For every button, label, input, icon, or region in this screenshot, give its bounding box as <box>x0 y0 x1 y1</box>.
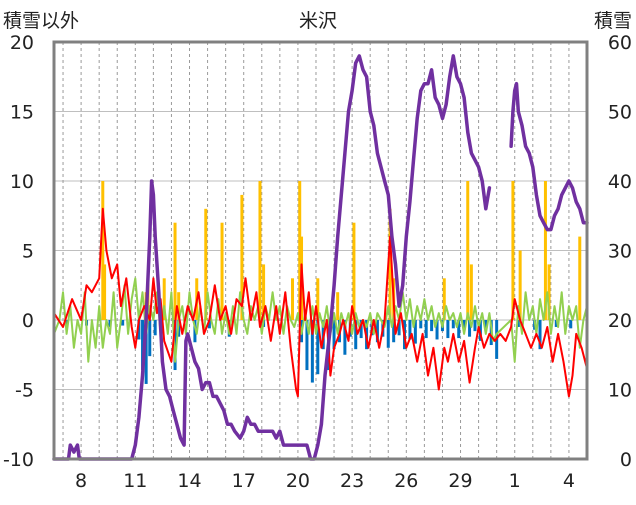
snow-series-line <box>52 54 492 461</box>
precip-bar <box>511 181 515 320</box>
change-bar <box>569 320 573 329</box>
change-bar <box>193 320 197 343</box>
x-tick-label: 8 <box>75 470 87 492</box>
plot-area-frame <box>52 40 589 461</box>
y-left-tick-label: 15 <box>10 102 34 124</box>
y-left-tick-label: -10 <box>3 449 34 471</box>
change-bar <box>354 320 358 350</box>
change-bar <box>359 320 363 339</box>
change-bar <box>462 320 466 330</box>
change-bar <box>332 320 336 350</box>
precip-bar <box>101 181 105 320</box>
change-bar <box>408 320 412 340</box>
change-bar <box>473 320 477 332</box>
x-tick-label: 29 <box>448 470 472 492</box>
change-bar <box>305 320 309 371</box>
change-bar <box>386 320 390 348</box>
x-tick-label: 14 <box>177 470 201 492</box>
change-bar <box>207 320 211 329</box>
line-series-layer <box>52 54 589 461</box>
precip-bar <box>298 181 302 320</box>
change-bar <box>310 320 314 383</box>
change-bar <box>446 320 450 339</box>
y-left-tick-label: 20 <box>10 32 34 54</box>
change-bar <box>430 320 434 332</box>
change-bar <box>121 320 125 326</box>
precip-bar <box>204 208 208 320</box>
precip-bar <box>173 222 177 320</box>
precip-bar <box>162 278 166 320</box>
y-axis-right-label: 積雪 <box>594 10 632 32</box>
x-tick-label: 11 <box>123 470 147 492</box>
y-left-tick-label: 0 <box>22 310 34 332</box>
precip-bar <box>442 278 446 320</box>
y-right-tick-label: 60 <box>608 32 632 54</box>
y-right-tick-label: 50 <box>608 102 632 124</box>
precip-bar <box>177 292 181 320</box>
change-bar <box>144 320 148 384</box>
precip-bar <box>240 194 244 320</box>
y-left-tick-label: 5 <box>22 241 34 263</box>
change-bar <box>392 320 396 343</box>
sun-series-line <box>53 277 588 363</box>
precip-bar <box>543 181 547 320</box>
change-bar <box>141 320 145 371</box>
change-bar <box>153 320 157 336</box>
change-bar <box>468 320 472 337</box>
change-bar <box>451 320 455 329</box>
x-tick-label: 1 <box>509 470 521 492</box>
y-right-tick-label: 20 <box>608 310 632 332</box>
precip-bar <box>262 264 266 320</box>
precip-bar <box>469 264 473 320</box>
precip-bar <box>466 181 470 320</box>
precip-bar <box>518 250 522 320</box>
y-right-tick-label: 10 <box>608 380 632 402</box>
x-tick-label: 20 <box>286 470 310 492</box>
precip-bar <box>388 208 392 320</box>
precip-bar <box>352 222 356 320</box>
y-right-tick-label: 40 <box>608 171 632 193</box>
y-left-tick-label: 10 <box>10 171 34 193</box>
change-bar <box>435 320 439 340</box>
precip-bar <box>336 292 340 320</box>
snow-series-line <box>509 81 589 232</box>
y-axis-right-ticks: 0 10 20 30 40 50 60 <box>608 32 632 471</box>
change-bar <box>424 320 428 339</box>
y-right-tick-label: 30 <box>608 241 632 263</box>
x-tick-label: 23 <box>340 470 364 492</box>
x-axis-ticks: 8 11 14 17 20 23 26 29 1 4 <box>75 470 575 492</box>
change-bar <box>137 320 141 340</box>
change-bar <box>316 320 320 375</box>
change-bar <box>397 320 401 336</box>
precip-bar <box>578 236 582 320</box>
change-bar <box>419 320 423 329</box>
precip-bar <box>316 278 320 320</box>
precip-bar <box>547 264 551 320</box>
y-left-tick-label: -5 <box>15 380 34 402</box>
change-bar <box>554 320 558 327</box>
change-bar <box>148 320 152 357</box>
change-bar <box>375 320 379 343</box>
precip-bar <box>258 181 262 320</box>
y-axis-left-ticks: -10 -5 0 5 10 15 20 <box>3 32 34 471</box>
y-right-tick-label: 0 <box>620 449 632 471</box>
change-bar <box>484 320 488 329</box>
x-tick-label: 17 <box>232 470 256 492</box>
chart-title: 米沢 <box>299 10 337 32</box>
x-tick-label: 4 <box>563 470 575 492</box>
change-bar <box>413 320 417 344</box>
change-bar <box>457 320 461 339</box>
y-axis-left-label: 積雪以外 <box>3 10 79 32</box>
change-bar <box>343 320 347 355</box>
precip-bar <box>220 222 224 320</box>
precip-bar <box>103 264 107 320</box>
change-bar <box>538 320 542 350</box>
temp-series-line <box>53 207 588 398</box>
x-tick-label: 26 <box>394 470 418 492</box>
change-bar <box>516 320 520 327</box>
precip-bar <box>290 278 294 320</box>
